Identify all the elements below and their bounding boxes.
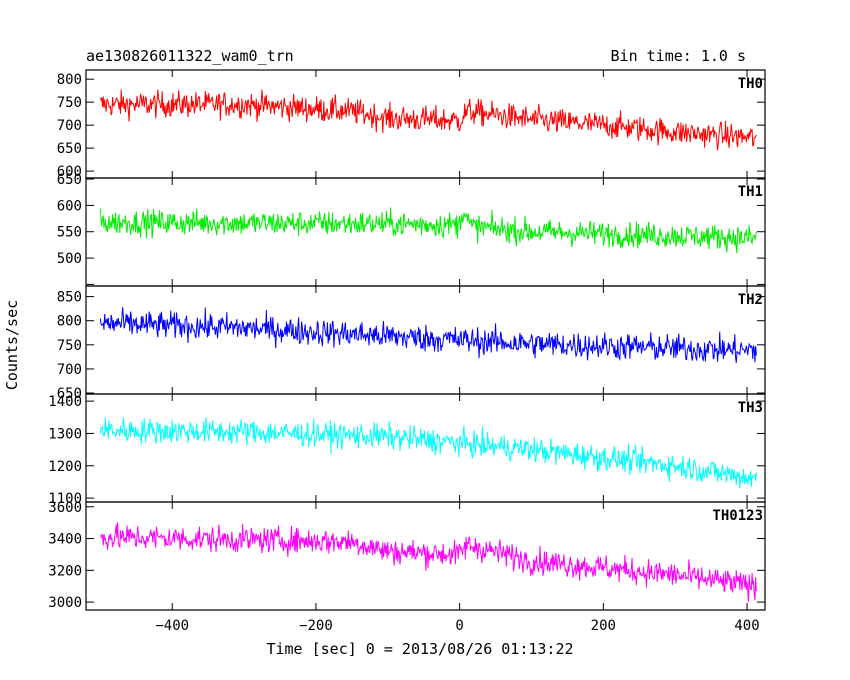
panel-label-th0123: TH0123 <box>712 508 763 524</box>
y-tick-label: 750 <box>57 95 82 111</box>
series-line-th1 <box>99 207 757 254</box>
y-tick-label: 3400 <box>48 532 82 548</box>
y-tick-label: 800 <box>57 314 82 330</box>
y-tick-label: 850 <box>57 290 82 306</box>
x-tick-label: −200 <box>299 618 333 634</box>
x-tick-label: −400 <box>155 618 189 634</box>
y-tick-label: 650 <box>57 386 82 402</box>
y-tick-label: 3200 <box>48 563 82 579</box>
y-tick-label: 800 <box>57 72 82 88</box>
y-tick-label: 3000 <box>48 595 82 611</box>
x-tick-label: 200 <box>591 618 616 634</box>
panel-frame <box>85 501 766 611</box>
y-tick-label: 600 <box>57 164 82 180</box>
y-tick-label: 700 <box>57 362 82 378</box>
panel-label-th3: TH3 <box>738 400 763 416</box>
y-tick-label: 1200 <box>48 459 82 475</box>
x-tick-label: 400 <box>734 618 759 634</box>
panel-label-th0: TH0 <box>738 76 763 92</box>
panel-label-th2: TH2 <box>738 292 763 308</box>
panel-th1: 500 550 600 650 TH1 <box>57 172 766 287</box>
y-tick-label: 550 <box>57 225 82 241</box>
series-line-th3 <box>99 417 757 489</box>
panel-th3: 1100 1200 1300 1400 TH3 <box>48 393 766 507</box>
panel-th0: 600 650 700 750 800 TH0 <box>57 69 766 180</box>
y-tick-label: 500 <box>57 251 82 267</box>
series-line-th0123 <box>100 522 757 602</box>
y-tick-label: 650 <box>57 141 82 157</box>
chart-title: ae130826011322_wam0_trn <box>86 47 294 65</box>
panel-frame <box>85 393 766 503</box>
y-tick-label: 700 <box>57 118 82 134</box>
y-tick-label: 600 <box>57 198 82 214</box>
panel-th0123: 3000 3200 3400 3600 TH0123 <box>48 500 766 611</box>
y-tick-label: 1100 <box>48 491 82 507</box>
y-axis-title: Counts/sec <box>3 300 21 390</box>
bin-time-label: Bin time: 1.0 s <box>611 47 746 65</box>
panel-frame <box>85 177 766 287</box>
y-tick-label: 3600 <box>48 500 82 516</box>
panel-th2: 650 700 750 800 850 TH2 <box>57 285 766 402</box>
series-line-th2 <box>99 307 757 363</box>
panel-label-th1: TH1 <box>738 184 763 200</box>
y-tick-label: 1300 <box>48 426 82 442</box>
x-tick-label: 0 <box>455 618 463 634</box>
y-tick-label: 750 <box>57 338 82 354</box>
y-tick-label: 1400 <box>48 394 82 410</box>
x-axis-title: Time [sec] 0 = 2013/08/26 01:13:22 <box>266 640 573 658</box>
y-tick-label: 650 <box>57 172 82 188</box>
series-line-th0 <box>99 89 757 151</box>
